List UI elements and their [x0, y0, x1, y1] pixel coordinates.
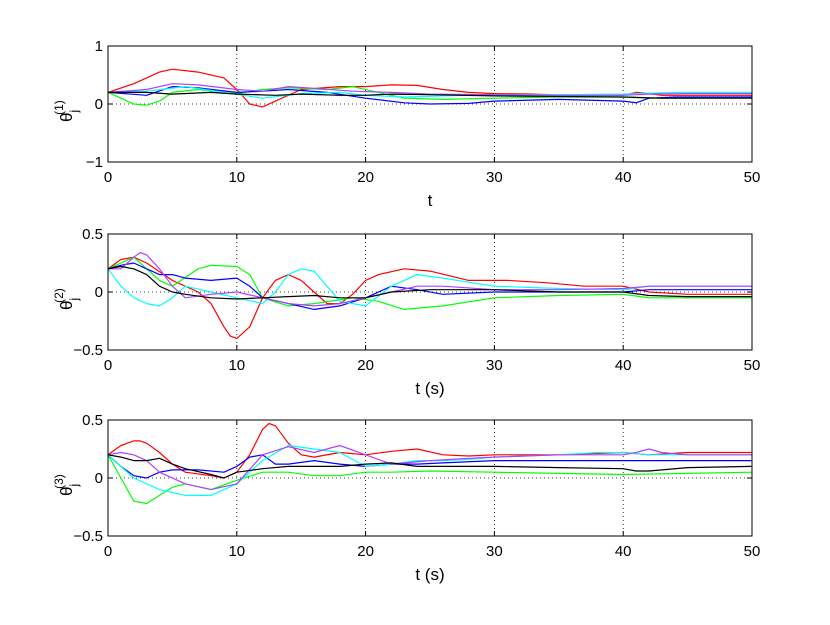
y-axis-label-symbol: θ — [57, 301, 76, 310]
x-tick-label: 20 — [357, 169, 374, 186]
series-line-1 — [108, 422, 752, 479]
subplot-3: 0 10 20 30 40 50−0.500.5t (s)θj(3) — [52, 412, 760, 584]
series-line-4 — [108, 444, 752, 496]
series-line-4 — [108, 86, 752, 99]
y-axis-label-superscript: (1) — [52, 100, 66, 115]
y-axis-label-subscript: j — [67, 110, 81, 114]
x-tick-label: 40 — [615, 543, 632, 560]
x-tick-label: 10 — [228, 169, 245, 186]
y-axis-label-symbol: θ — [57, 487, 76, 496]
x-tick-label: 50 — [744, 543, 761, 560]
series-line-6 — [108, 265, 752, 300]
y-axis-label-superscript: (3) — [52, 474, 66, 489]
x-tick-label: 30 — [486, 169, 503, 186]
series-line-1 — [108, 256, 752, 339]
series-line-6 — [108, 454, 752, 479]
x-axis-label: t (s) — [415, 565, 444, 584]
x-tick-label: 50 — [744, 169, 761, 186]
series-line-5 — [108, 252, 752, 307]
y-tick-label: 0.5 — [82, 226, 103, 243]
series-line-6 — [108, 91, 752, 99]
x-tick-label: 40 — [615, 357, 632, 374]
y-axis-label: θj(1) — [52, 100, 81, 122]
y-tick-label: 1 — [95, 38, 103, 55]
y-axis-label: θj(2) — [52, 288, 81, 310]
subplot-2: 0 10 20 30 40 50−0.500.5t (s)θj(2) — [52, 226, 760, 398]
x-axis-label: t — [428, 191, 433, 210]
x-tick-label: 0 — [104, 543, 112, 560]
series-line-1 — [108, 68, 752, 108]
series-line-2 — [108, 454, 752, 505]
series-line-5 — [108, 444, 752, 491]
x-tick-label: 20 — [357, 357, 374, 374]
y-tick-label: 0 — [95, 96, 103, 113]
x-axis-label: t (s) — [415, 379, 444, 398]
y-axis-label: θj(3) — [52, 474, 81, 496]
x-tick-label: 40 — [615, 169, 632, 186]
y-axis-label-subscript: j — [67, 484, 81, 488]
y-axis-label-superscript: (2) — [52, 288, 66, 303]
y-axis-label-subscript: j — [67, 298, 81, 302]
x-tick-label: 10 — [228, 543, 245, 560]
y-tick-label: 0 — [95, 470, 103, 487]
y-tick-label: −0.5 — [73, 528, 103, 545]
series-line-3 — [108, 86, 752, 105]
x-tick-label: 50 — [744, 357, 761, 374]
y-tick-label: −1 — [86, 154, 103, 171]
x-tick-label: 0 — [104, 357, 112, 374]
x-tick-label: 30 — [486, 543, 503, 560]
x-tick-label: 0 — [104, 169, 112, 186]
y-tick-label: 0 — [95, 284, 103, 301]
y-axis-label-symbol: θ — [57, 113, 76, 122]
series-line-2 — [108, 256, 752, 310]
series-line-4 — [108, 268, 752, 307]
x-tick-label: 10 — [228, 357, 245, 374]
x-tick-label: 30 — [486, 357, 503, 374]
y-tick-label: 0.5 — [82, 412, 103, 429]
x-tick-label: 20 — [357, 543, 374, 560]
y-tick-label: −0.5 — [73, 342, 103, 359]
series-line-5 — [108, 83, 752, 96]
